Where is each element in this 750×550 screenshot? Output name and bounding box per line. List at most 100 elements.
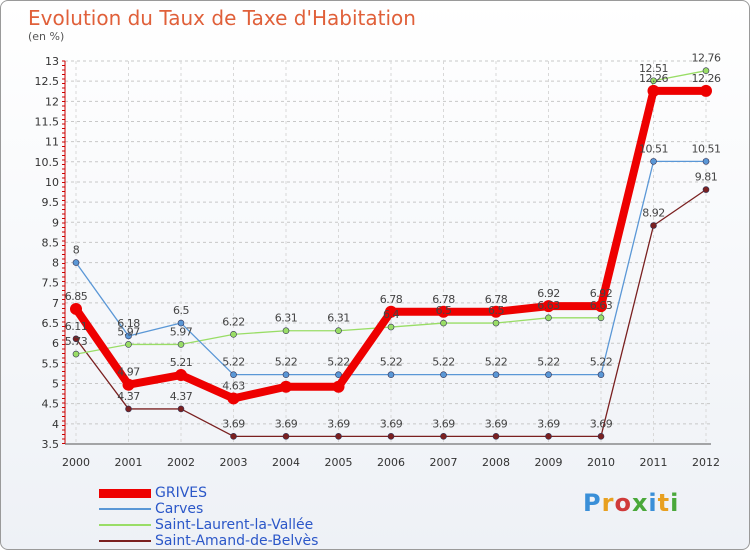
y-tick-label: 12.5 [35,75,60,88]
x-tick-label: 2005 [325,456,353,469]
x-tick-label: 2012 [692,456,720,469]
data-point [387,371,395,378]
x-tick-label: 2002 [167,456,195,469]
data-label: 5.97 [117,325,140,338]
data-label: 3.69 [537,417,560,430]
data-point [72,350,80,358]
data-point [282,327,290,335]
data-point [280,380,292,393]
data-point [440,433,447,440]
data-label: 6.85 [65,290,88,303]
logo-letter: i [670,489,680,517]
data-label: 3.69 [222,417,245,430]
legend-label-carves: Carves [155,501,204,517]
data-label: 5.22 [485,356,508,369]
data-point [230,433,237,440]
x-tick-label: 2009 [535,456,563,469]
data-label: 3.69 [380,417,403,430]
legend-item-saint-laurent: Saint-Laurent-la-Vallée [99,517,318,533]
data-label: 5.22 [275,356,298,369]
x-tick-label: 2000 [62,456,90,469]
data-point [650,222,657,229]
data-label: 8 [73,244,80,257]
data-point [177,319,185,327]
data-point [177,405,185,413]
data-label: 4.63 [222,379,245,392]
data-point [702,186,710,193]
data-label: 6.78 [432,293,455,306]
data-point [702,67,710,74]
y-tick-label: 8 [52,257,59,270]
logo-letter: r [601,489,615,517]
x-tick-label: 2010 [587,456,615,469]
data-label: 3.69 [275,417,298,430]
x-tick-label: 2011 [640,456,668,469]
data-label: 9.81 [695,171,718,184]
data-point [597,371,605,378]
data-point [335,327,342,335]
data-label: 10.51 [692,142,721,155]
data-label: 6.78 [485,293,508,306]
logo-letter: i [648,489,658,517]
y-tick-label: 4.5 [42,398,60,411]
data-point [282,433,290,440]
x-tick-label: 2004 [272,456,300,469]
data-point [545,371,552,378]
y-tick-label: 11.5 [35,115,60,128]
data-point [332,380,345,393]
legend-item-saint-amand: Saint-Amand-de-Belvès [99,533,318,549]
y-tick-label: 9 [52,216,59,229]
y-tick-label: 13 [45,55,59,68]
data-point [650,77,657,85]
y-tick-label: 10.5 [35,156,60,169]
data-label: 6.5 [436,304,452,317]
data-point [72,259,80,266]
data-label: 12.26 [692,72,721,85]
data-label: 12.51 [639,62,668,75]
data-label: 3.69 [590,417,613,430]
y-tick-label: 12 [45,95,59,108]
logo-letter: o [614,489,632,517]
legend: GRIVES Carves Saint-Laurent-la-Vallée Sa… [99,485,318,549]
legend-label-saint-laurent: Saint-Laurent-la-Vallée [155,517,314,533]
legend-swatch-grives [99,488,151,498]
legend-label-grives: GRIVES [155,485,208,501]
data-point [595,300,607,313]
data-label: 6.78 [380,293,403,306]
data-label: 3.69 [485,417,508,430]
data-label: 5.22 [590,356,613,369]
chart-subtitle: (en %) [28,30,65,43]
data-label: 5.97 [170,325,193,338]
data-point [650,158,657,165]
data-label: 4.37 [170,390,193,403]
data-point [70,302,82,315]
data-point [545,314,552,322]
logo-letter: t [657,489,671,517]
data-label: 5.22 [327,356,350,369]
data-label: 6.18 [117,317,140,330]
data-label: 5.73 [65,335,88,348]
data-point [542,300,555,313]
data-label: 8.92 [642,206,665,219]
x-tick-label: 2008 [482,456,510,469]
data-point [492,319,500,327]
data-label: 5.22 [222,356,245,369]
data-point [440,371,447,378]
y-tick-label: 11 [45,136,59,149]
y-tick-label: 9.5 [42,196,60,209]
legend-swatch-saint-laurent [99,524,151,526]
data-point [647,84,660,97]
data-label: 5.22 [537,356,560,369]
data-label: 5.22 [432,356,455,369]
y-tick-label: 4 [52,418,59,431]
legend-item-carves: Carves [99,501,318,517]
legend-swatch-saint-amand [99,540,151,542]
data-label: 3.69 [432,417,455,430]
data-point [597,433,605,440]
x-tick-label: 2007 [430,456,458,469]
data-point [440,319,447,327]
data-point [175,369,187,382]
data-label: 10.51 [639,142,668,155]
chart-title: Evolution du Taux de Taxe d'Habitation [28,6,416,30]
